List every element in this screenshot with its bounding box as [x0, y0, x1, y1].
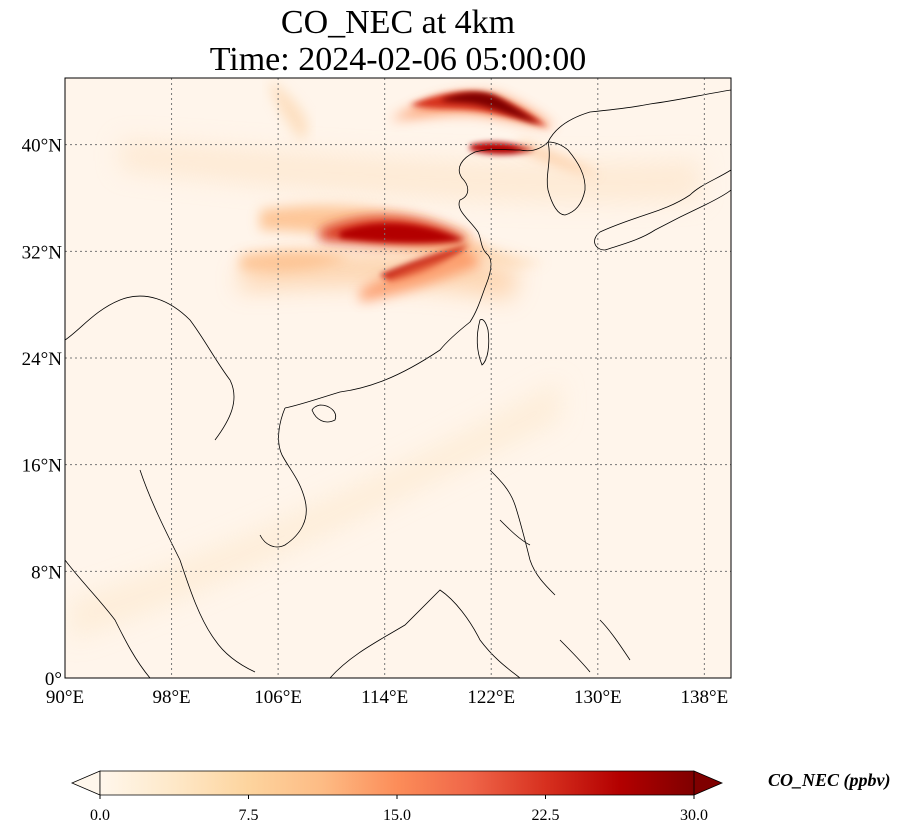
y-axis-ticks: 0° 8°N 16°N 24°N 32°N 40°N — [22, 136, 63, 690]
plume-faint-nw — [270, 80, 309, 140]
map-gridlines — [65, 78, 731, 678]
y-tick-label: 16°N — [22, 456, 63, 477]
y-tick-label: 0° — [45, 669, 62, 690]
colorbar-max-extend-arrow — [693, 770, 724, 796]
colorbar-tick-label: 15.0 — [383, 807, 411, 824]
coastlines — [65, 89, 731, 678]
sulawesi-outline — [559, 619, 631, 673]
plume-central-core — [340, 223, 465, 243]
plume-south-streak-outer — [360, 245, 480, 302]
colorbar-min-extend-arrow — [70, 770, 101, 796]
map-title-line1: CO_NEC at 4km — [280, 4, 516, 41]
map-frame — [64, 77, 732, 679]
colorbar-ticks: 0.0 7.5 15.0 22.5 30.0 — [90, 795, 708, 824]
y-tick-label: 32°N — [22, 242, 63, 263]
x-tick-label: 138°E — [681, 687, 729, 708]
vietnam-coast — [259, 407, 307, 548]
colorbar: 0.0 7.5 15.0 22.5 30.0 — [70, 770, 724, 824]
map-content — [65, 78, 731, 678]
japan-outline — [594, 169, 731, 251]
colorbar-tick-label: 22.5 — [532, 807, 560, 824]
taiwan-outline — [476, 319, 490, 366]
plume-faint-north — [120, 140, 700, 203]
hainan-outline — [311, 404, 337, 423]
y-tick-label: 8°N — [31, 562, 62, 583]
borneo-outline — [329, 589, 521, 678]
malay-peninsula — [139, 469, 256, 673]
plume-north-core — [440, 92, 540, 124]
map-title-line2: Time: 2024-02-06 05:00:00 — [209, 41, 587, 78]
plume-east-tail — [470, 240, 545, 266]
colorbar-tick-label: 0.0 — [90, 807, 110, 824]
plume-korea-tail — [520, 140, 600, 175]
x-tick-label: 122°E — [467, 687, 515, 708]
x-tick-label: 130°E — [574, 687, 622, 708]
china-coast — [284, 89, 731, 409]
colorbar-tick-label: 7.5 — [239, 807, 259, 824]
x-tick-label: 98°E — [152, 687, 190, 708]
sumatra-outline — [65, 559, 151, 678]
co-concentration-field — [70, 80, 700, 640]
colorbar-label: CO_NEC (ppbv) — [768, 770, 891, 790]
colorbar-tick-label: 30.0 — [680, 807, 708, 824]
x-tick-label: 106°E — [254, 687, 302, 708]
myanmar-border — [65, 295, 235, 441]
plume-bohai — [470, 142, 535, 155]
philippines-outline — [489, 469, 556, 596]
y-tick-label: 24°N — [22, 349, 63, 370]
x-axis-ticks: 90°E 98°E 106°E 114°E 122°E 130°E 138°E — [46, 687, 728, 708]
x-tick-label: 90°E — [46, 687, 84, 708]
plume-faint-south — [70, 380, 560, 640]
colorbar-bar — [100, 771, 694, 795]
x-tick-label: 114°E — [361, 687, 408, 708]
plume-west-lobe — [240, 250, 350, 272]
korea-outline — [546, 141, 586, 216]
y-tick-label: 40°N — [22, 136, 63, 157]
